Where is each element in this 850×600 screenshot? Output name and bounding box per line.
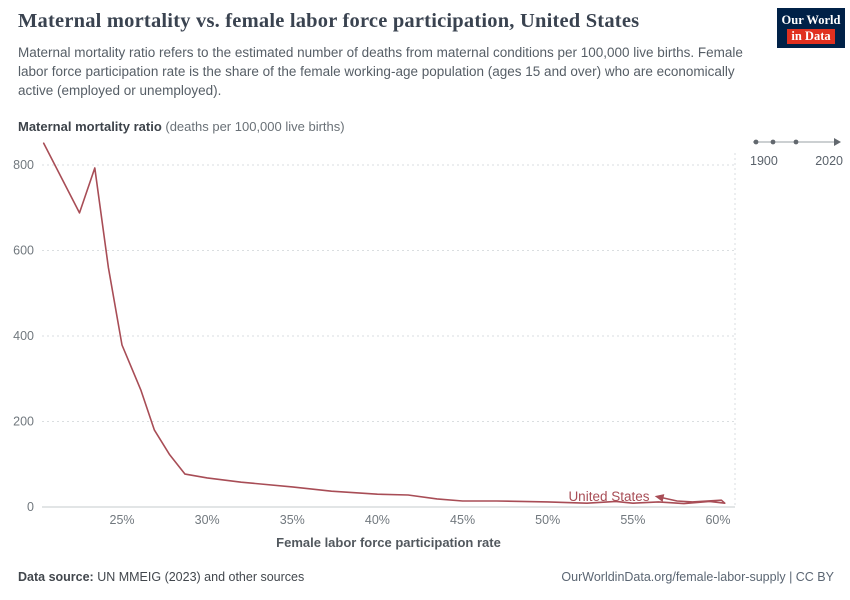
x-tick-label: 25% [110,513,135,527]
x-tick-label: 40% [365,513,390,527]
x-tick-label: 60% [705,513,730,527]
x-tick-label: 35% [280,513,305,527]
footer-source-text: UN MMEIG (2023) and other sources [93,570,305,584]
timeline-icon [753,138,841,146]
series-label-united-states[interactable]: United States [568,489,649,504]
owid-logo[interactable]: Our World in Data [777,8,845,48]
y-tick-label: 200 [13,415,34,429]
x-axis-title: Female labor force participation rate [276,535,501,550]
x-tick-label: 50% [535,513,560,527]
x-tick-label: 30% [195,513,220,527]
page-title: Maternal mortality vs. female labor forc… [18,10,640,32]
x-tick-label: 45% [450,513,475,527]
footer-source-label: Data source: [18,570,94,584]
y-tick-label: 800 [13,158,34,172]
y-tick-label: 400 [13,329,34,343]
owid-logo-line2: in Data [787,28,835,45]
timeline-control[interactable]: 1900 2020 [750,135,843,168]
owid-logo-line1: Our World [781,13,841,27]
y-axis-title: Maternal mortality ratio (deaths per 100… [18,119,345,134]
y-axis-title-main: Maternal mortality ratio [18,119,162,134]
timeline-end-year: 2020 [815,154,843,168]
y-tick-label: 600 [13,244,34,258]
series-end-arrow-icon [654,494,665,502]
footer-link[interactable]: OurWorldinData.org/female-labor-supply |… [561,570,834,584]
y-axis-title-unit: (deaths per 100,000 live births) [161,119,345,134]
timeline-start-year: 1900 [750,154,778,168]
x-tick-label: 55% [620,513,645,527]
y-tick-label: 0 [27,500,34,514]
series-line-united-states[interactable] [42,142,726,505]
chart-subtitle: Maternal mortality ratio refers to the e… [18,45,743,99]
footer-source: Data source: UN MMEIG (2023) and other s… [18,570,304,584]
